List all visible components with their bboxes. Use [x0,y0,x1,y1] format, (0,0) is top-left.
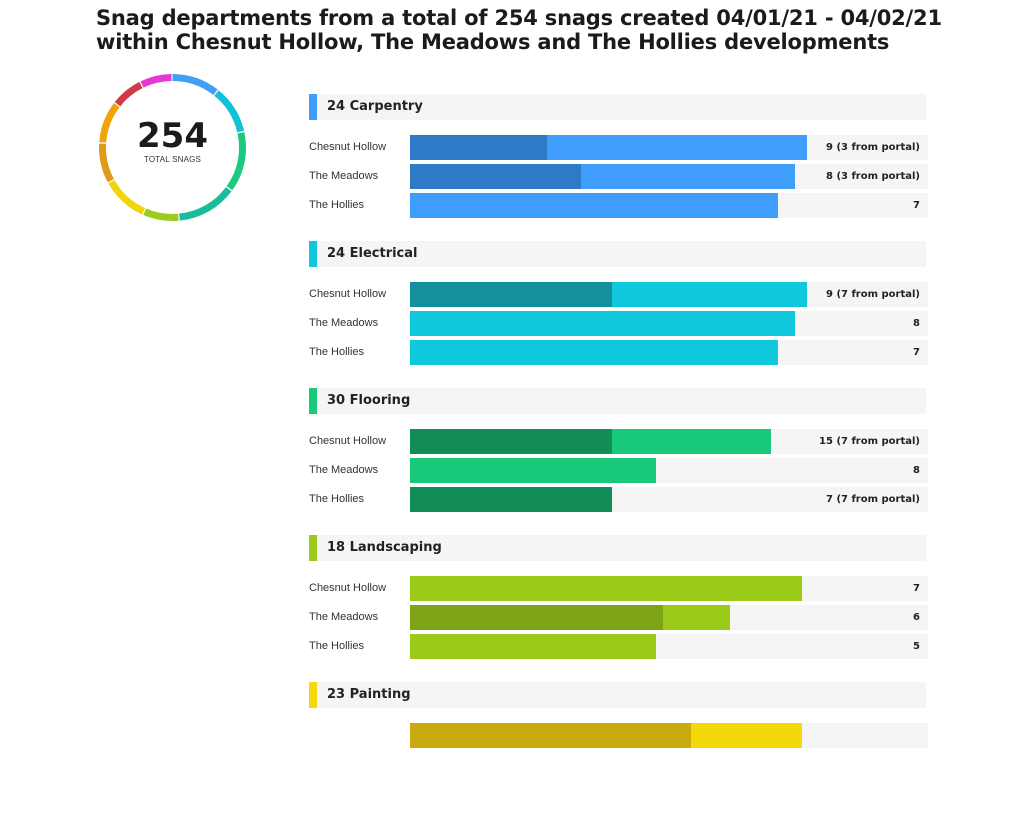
department-header: 18 Landscaping [309,535,926,561]
department-color-marker [309,241,317,267]
portal-snags-bar [410,164,581,189]
portal-snags-bar [410,135,547,160]
snag-count-value: 8 [913,465,920,476]
departments-panel: 24 Carpentry Chesnut Hollow 9 (3 from port… [309,94,928,829]
development-label: The Meadows [309,611,379,623]
total-snags-count: 254 [137,116,208,156]
donut-segment [99,74,246,221]
department-title: 30 Flooring [327,393,411,408]
development-row: The Meadows 8 (3 from portal) [309,164,928,189]
department-section: 18 Landscaping Chesnut Hollow 7 The Meadows… [309,535,928,682]
department-color-marker [309,388,317,414]
snag-count-value: 9 (3 from portal) [826,142,920,153]
snag-count-value: 5 [913,641,920,652]
development-label: The Hollies [309,346,365,358]
donut-segment [99,74,246,221]
portal-snags-bar [410,487,612,512]
department-section: 24 Carpentry Chesnut Hollow 9 (3 from port… [309,94,928,241]
snag-count-value: 7 [913,200,920,211]
snag-bar-track: 8 [410,311,928,336]
development-label: The Hollies [309,199,365,211]
department-color-marker [309,682,317,708]
department-section: 24 Electrical Chesnut Hollow 9 (7 from por… [309,241,928,388]
department-header: 24 Electrical [309,241,926,267]
development-label: The Meadows [309,170,379,182]
snag-count-value: 8 (3 from portal) [826,171,920,182]
development-row: The Meadows 8 [309,311,928,336]
donut-center: 254 TOTAL SNAGS [96,118,249,164]
development-row: The Meadows 8 [309,458,928,483]
department-header: 30 Flooring [309,388,926,414]
department-header: 24 Carpentry [309,94,926,120]
snag-count-bar [410,576,802,601]
snag-bar-track: 7 (7 from portal) [410,487,928,512]
snag-count-value: 9 (7 from portal) [826,289,920,300]
snag-bar-track: 9 (7 from portal) [410,282,928,307]
development-row: The Meadows 6 [309,605,928,630]
department-header: 23 Painting [309,682,926,708]
portal-snags-bar [410,723,691,748]
development-row: Chesnut Hollow 15 (7 from portal) [309,429,928,454]
snag-bar-track [410,723,928,748]
snag-count-value: 6 [913,612,920,623]
department-title: 23 Painting [327,687,411,702]
snag-count-value: 8 [913,318,920,329]
department-section: 30 Flooring Chesnut Hollow 15 (7 from port… [309,388,928,535]
snag-count-value: 7 (7 from portal) [826,494,920,505]
development-row: The Hollies 7 (7 from portal) [309,487,928,512]
department-section: 23 Painting [309,682,928,829]
snag-count-bar [410,458,657,483]
snag-bar-track: 7 [410,340,928,365]
department-title: 24 Carpentry [327,99,423,114]
portal-snags-bar [410,282,612,307]
department-title: 18 Landscaping [327,540,442,555]
snag-bar-track: 8 (3 from portal) [410,164,928,189]
development-row: Chesnut Hollow 9 (3 from portal) [309,135,928,160]
development-label: The Hollies [309,493,365,505]
page-title-line-1: Snag departments from a total of 254 sna… [96,6,942,30]
development-label: Chesnut Hollow [309,435,387,447]
total-snags-label: TOTAL SNAGS [143,155,202,164]
snag-count-bar [410,193,779,218]
snag-bar-track: 6 [410,605,928,630]
development-label: Chesnut Hollow [309,582,387,594]
department-title: 24 Electrical [327,246,418,261]
page-title: Snag departments from a total of 254 sna… [96,6,996,54]
snag-count-value: 15 (7 from portal) [819,436,920,447]
development-row [309,723,928,748]
development-row: The Hollies 5 [309,634,928,659]
portal-snags-bar [410,429,612,454]
snag-count-value: 7 [913,347,920,358]
development-label: Chesnut Hollow [309,141,387,153]
portal-snags-bar [410,605,663,630]
total-snags-donut [99,74,246,221]
donut-segment [99,74,246,221]
snag-count-bar [410,634,657,659]
development-row: Chesnut Hollow 7 [309,576,928,601]
snag-count-value: 7 [913,583,920,594]
department-color-marker [309,94,317,120]
department-color-marker [309,535,317,561]
snag-bar-track: 15 (7 from portal) [410,429,928,454]
snag-bar-track: 5 [410,634,928,659]
development-label: Chesnut Hollow [309,288,387,300]
snag-count-bar [410,340,779,365]
development-row: Chesnut Hollow 9 (7 from portal) [309,282,928,307]
snag-bar-track: 7 [410,576,928,601]
development-label: The Hollies [309,640,365,652]
donut-segment [99,74,246,221]
development-label: The Meadows [309,317,379,329]
development-row: The Hollies 7 [309,340,928,365]
development-label: The Meadows [309,464,379,476]
development-row: The Hollies 7 [309,193,928,218]
page-title-line-2: within Chesnut Hollow, The Meadows and T… [96,30,890,54]
snag-count-bar [410,311,795,336]
snag-bar-track: 9 (3 from portal) [410,135,928,160]
snag-bar-track: 8 [410,458,928,483]
snag-bar-track: 7 [410,193,928,218]
